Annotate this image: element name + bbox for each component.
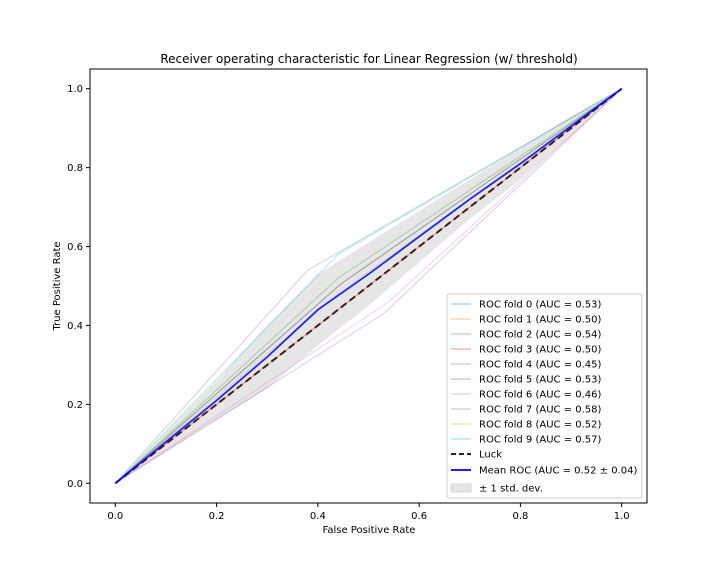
roc-fold-6-line [115, 88, 623, 484]
x-tick-label: 0.0 [107, 511, 123, 522]
legend-label-fold-3: ROC fold 3 (AUC = 0.50) [479, 345, 602, 356]
legend-swatch-std-band [450, 483, 472, 493]
plot-area [89, 68, 648, 504]
roc-fold-8-line [114, 88, 622, 484]
y-axis-label: True Positive Rate [52, 241, 63, 331]
legend-label-luck: Luck [479, 450, 502, 461]
legend-label-fold-0: ROC fold 0 (AUC = 0.53) [479, 300, 602, 311]
x-axis-label: False Positive Rate [323, 525, 416, 536]
x-tick-label: 0.6 [411, 511, 427, 522]
y-axis-ticks: 0.0 0.2 0.4 0.6 0.8 1.0 [67, 84, 90, 490]
roc-fold-4-line [115, 88, 623, 484]
x-tick-label: 0.8 [512, 511, 528, 522]
roc-fold-7-line [114, 88, 622, 484]
legend-label-fold-9: ROC fold 9 (AUC = 0.57) [479, 435, 602, 446]
luck-layer [114, 87, 623, 485]
roc-fold-5-line [114, 88, 622, 484]
legend-label-fold-2: ROC fold 2 (AUC = 0.54) [479, 330, 602, 341]
mean-roc-layer [114, 87, 623, 484]
roc-fold-3-line [114, 88, 623, 484]
x-tick-label: 0.4 [310, 511, 326, 522]
legend-label-fold-1: ROC fold 1 (AUC = 0.50) [479, 315, 602, 326]
x-axis-ticks: 0.0 0.2 0.4 0.6 0.8 1.0 [107, 503, 630, 522]
legend-label-mean-roc: Mean ROC (AUC = 0.52 ± 0.04) [479, 466, 637, 477]
legend: ROC fold 0 (AUC = 0.53) ROC fold 1 (AUC =… [446, 293, 643, 499]
legend-label-fold-5: ROC fold 5 (AUC = 0.53) [479, 375, 602, 386]
plot-frame [89, 68, 648, 504]
legend-label-fold-7: ROC fold 7 (AUC = 0.58) [479, 405, 602, 416]
x-tick-label: 1.0 [614, 511, 630, 522]
y-tick-label: 0.0 [67, 479, 83, 490]
legend-label-fold-4: ROC fold 4 (AUC = 0.45) [479, 360, 602, 371]
y-tick-label: 0.2 [67, 400, 83, 411]
mean-roc-line [114, 87, 623, 484]
roc-fold-0-line [114, 88, 622, 484]
roc-fold-9-line [114, 88, 622, 484]
legend-label-fold-8: ROC fold 8 (AUC = 0.52) [479, 420, 602, 431]
chart-title: Receiver operating characteristic for Li… [160, 52, 577, 66]
legend-label-fold-6: ROC fold 6 (AUC = 0.46) [479, 390, 602, 401]
legend-label-std-band: ± 1 std. dev. [479, 484, 543, 495]
y-tick-label: 0.8 [67, 163, 83, 174]
roc-fold-2-line [114, 88, 622, 484]
y-tick-label: 0.6 [67, 242, 83, 253]
legend-frame [446, 293, 643, 499]
roc-folds-layer [114, 88, 623, 484]
y-tick-label: 0.4 [67, 321, 83, 332]
luck-line [114, 87, 623, 485]
y-tick-label: 1.0 [67, 84, 83, 95]
x-tick-label: 0.2 [209, 511, 225, 522]
